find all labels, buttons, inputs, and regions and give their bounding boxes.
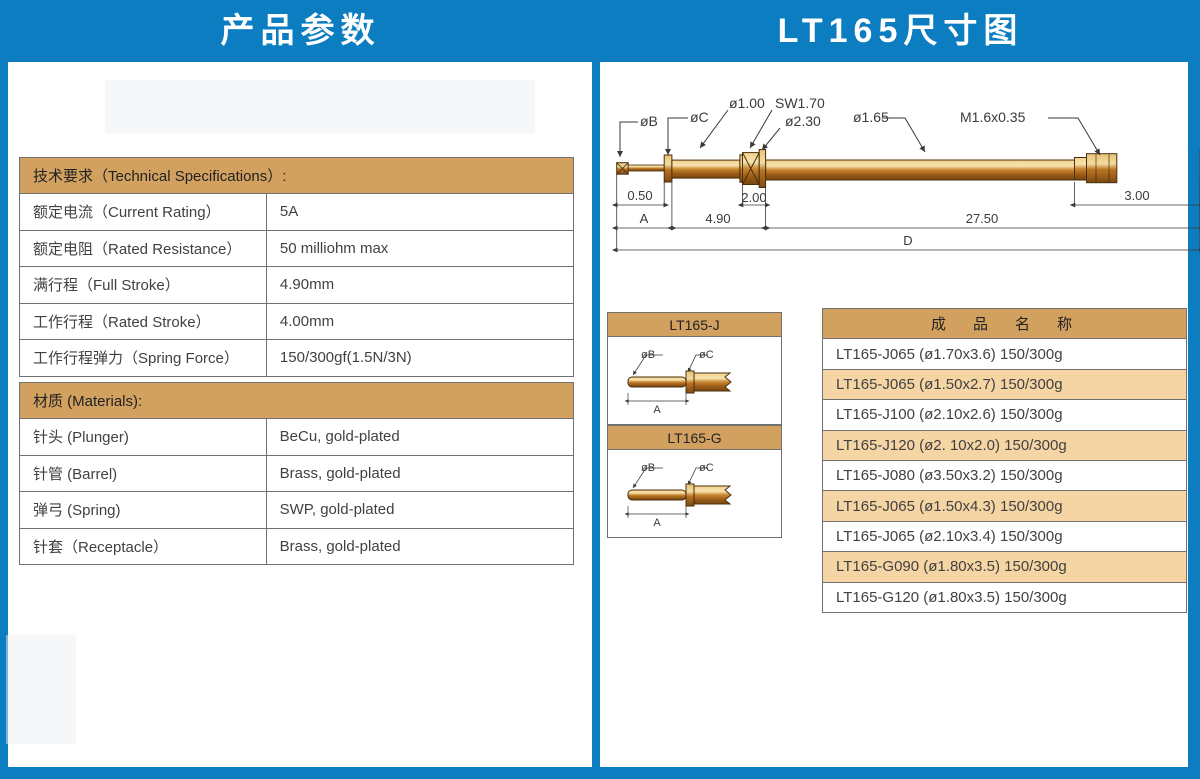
svg-text:3.00: 3.00 <box>1124 188 1149 203</box>
svg-text:øB: øB <box>640 113 658 129</box>
svg-text:D: D <box>903 233 912 248</box>
svg-text:øC: øC <box>690 109 709 125</box>
svg-text:A: A <box>653 404 661 416</box>
svg-text:SW1.70: SW1.70 <box>775 95 825 111</box>
svg-text:M1.6x0.35: M1.6x0.35 <box>960 109 1026 125</box>
svg-text:4.90: 4.90 <box>705 211 730 226</box>
svg-text:ø1.00: ø1.00 <box>729 95 765 111</box>
svg-text:øC: øC <box>699 462 714 474</box>
svg-text:øB: øB <box>641 462 655 474</box>
svg-text:ø2.30: ø2.30 <box>785 113 821 129</box>
svg-text:0.50: 0.50 <box>627 188 652 203</box>
svg-text:A: A <box>640 211 649 226</box>
svg-text:øC: øC <box>699 349 714 361</box>
svg-text:A: A <box>653 517 661 529</box>
svg-text:ø1.65: ø1.65 <box>853 109 889 125</box>
svg-text:27.50: 27.50 <box>966 211 999 226</box>
svg-text:2.00: 2.00 <box>741 190 766 205</box>
svg-text:øB: øB <box>641 349 655 361</box>
